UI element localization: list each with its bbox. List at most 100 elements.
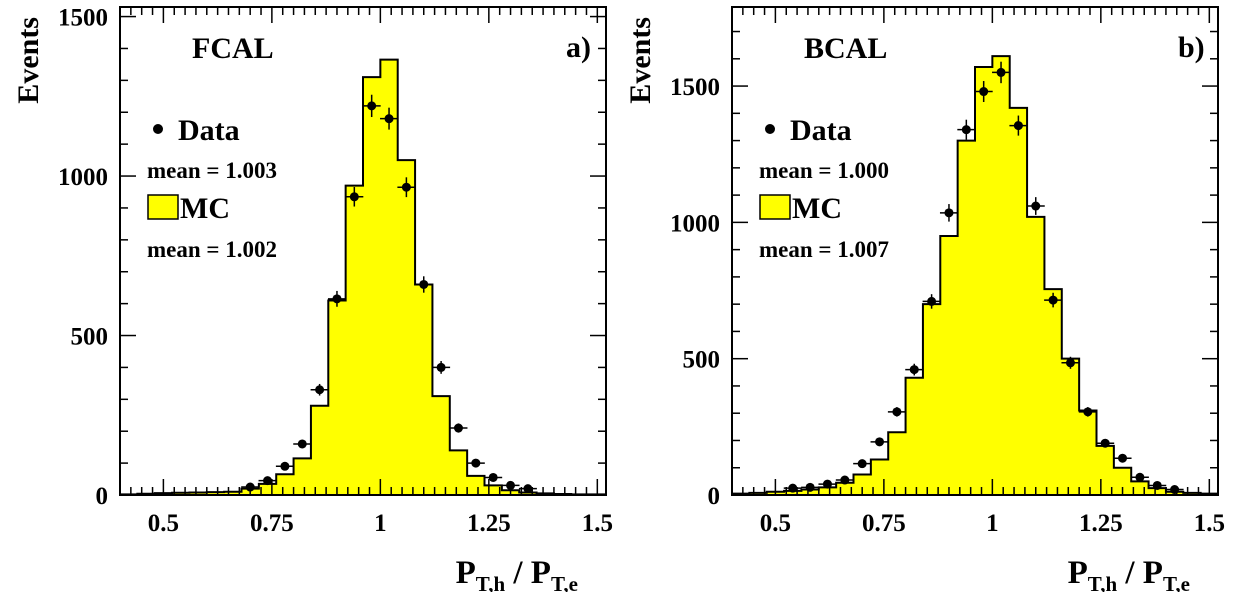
data-point (974, 81, 993, 103)
legend-mc-mean: mean = 1.007 (759, 237, 889, 262)
x-axis-label: PT,h / PT,e (456, 555, 578, 592)
legend-data-mean: mean = 1.003 (147, 158, 277, 183)
chart-panel-b: 0.5 0.75 1 1.25 1.5 0 500 1000 1500 Events PT,h / … (624, 6, 1225, 592)
plot-frame (731, 6, 1219, 496)
x-tick-label: 1.5 (1194, 510, 1225, 537)
data-point-marker (315, 385, 325, 395)
data-point-marker (1118, 453, 1128, 463)
x-tick-label: 1 (986, 510, 999, 537)
y-tick-label: 500 (683, 347, 721, 374)
data-point (870, 437, 889, 447)
data-point (1044, 292, 1063, 308)
plot-frame (119, 6, 607, 496)
x-label-p1: P (456, 555, 476, 591)
x-tick-label: 0.5 (148, 510, 179, 537)
data-point-marker (332, 294, 342, 304)
y-axis-label: Events (12, 17, 45, 104)
data-point-marker (367, 101, 377, 111)
data-point (905, 363, 924, 376)
legend: Data mean = 1.000 MC mean = 1.007 (759, 114, 889, 262)
legend-data-marker (153, 124, 163, 134)
data-point (922, 294, 941, 309)
data-point (853, 459, 872, 469)
legend-mc-label: MC (792, 192, 842, 225)
data-point (939, 204, 958, 222)
data-point-marker (506, 480, 516, 490)
legend-data-label: Data (790, 114, 852, 147)
panel-label: b) (1178, 31, 1205, 64)
data-point (362, 94, 381, 118)
legend-data-label: Data (178, 114, 240, 147)
x-tick-label: 1 (374, 510, 387, 537)
data-point-marker (996, 67, 1006, 77)
y-tick-label: 0 (96, 483, 109, 510)
data-point (327, 290, 346, 307)
legend-mc-mean: mean = 1.002 (147, 237, 277, 262)
y-tick-label: 500 (71, 324, 109, 351)
x-tick-label: 1.25 (467, 510, 511, 537)
data-point (501, 480, 520, 490)
x-label-p1: P (1068, 555, 1088, 591)
data-point-marker (523, 484, 533, 494)
data-point-marker (1031, 201, 1041, 211)
data-point-marker (979, 87, 989, 97)
data-point-marker (909, 365, 919, 375)
data-point-marker (1065, 358, 1075, 368)
data-point-marker (840, 475, 850, 485)
x-label-sub2: T,e (1163, 572, 1190, 592)
x-tick-label: 1.5 (582, 510, 613, 537)
data-point-marker (280, 461, 290, 471)
data-point-marker (788, 483, 798, 493)
legend-mc-swatch (147, 194, 179, 220)
detector-label: FCAL (192, 32, 274, 65)
data-point (783, 483, 802, 493)
data-point-marker (263, 476, 273, 486)
data-point-marker (875, 437, 885, 447)
data-point (380, 107, 399, 130)
data-point (397, 177, 416, 198)
data-point-marker (436, 362, 446, 372)
data-point (1130, 472, 1149, 482)
data-point (345, 187, 364, 207)
data-point (1026, 197, 1045, 215)
data-point-marker (944, 208, 954, 218)
data-point (293, 439, 312, 449)
data-point (484, 472, 503, 482)
data-point-marker (1135, 472, 1145, 482)
x-axis-label: PT,h / PT,e (1068, 555, 1190, 592)
data-point (818, 479, 837, 489)
y-tick-label: 1500 (670, 74, 720, 101)
x-label-sub1: T,h (1088, 572, 1118, 592)
data-point-marker (1083, 407, 1093, 417)
data-point-marker (419, 279, 429, 289)
data-point (275, 461, 294, 471)
data-point-marker (805, 482, 815, 492)
x-tick-label: 0.5 (760, 510, 791, 537)
y-axis-label: Events (624, 17, 657, 104)
x-tick-label: 1.25 (1079, 510, 1123, 537)
legend-mc-swatch (759, 194, 791, 220)
y-tick-label: 0 (708, 483, 721, 510)
data-point-marker (1048, 295, 1058, 305)
data-point-marker (384, 114, 394, 124)
x-label-sub1: T,h (476, 572, 506, 592)
data-point (992, 61, 1011, 84)
data-point (1009, 115, 1028, 136)
data-point (1061, 356, 1080, 369)
chart-panel-a: 0.5 0.75 1 1.25 1.5 0 500 1000 1500 Events PT,h / … (12, 5, 613, 592)
legend-data-marker (765, 124, 775, 134)
panel-label: a) (566, 31, 591, 64)
y-tick-label: 1500 (58, 5, 108, 32)
data-point-marker (401, 182, 411, 192)
data-point (1078, 407, 1097, 417)
data-point-marker (488, 472, 498, 482)
data-point-marker (471, 458, 481, 468)
data-point (835, 475, 854, 485)
data-point-marker (349, 192, 359, 202)
x-label-sep: / P (505, 555, 551, 591)
data-point (258, 476, 277, 486)
data-point (887, 407, 906, 417)
data-point-marker (961, 125, 971, 135)
data-point (310, 383, 329, 396)
